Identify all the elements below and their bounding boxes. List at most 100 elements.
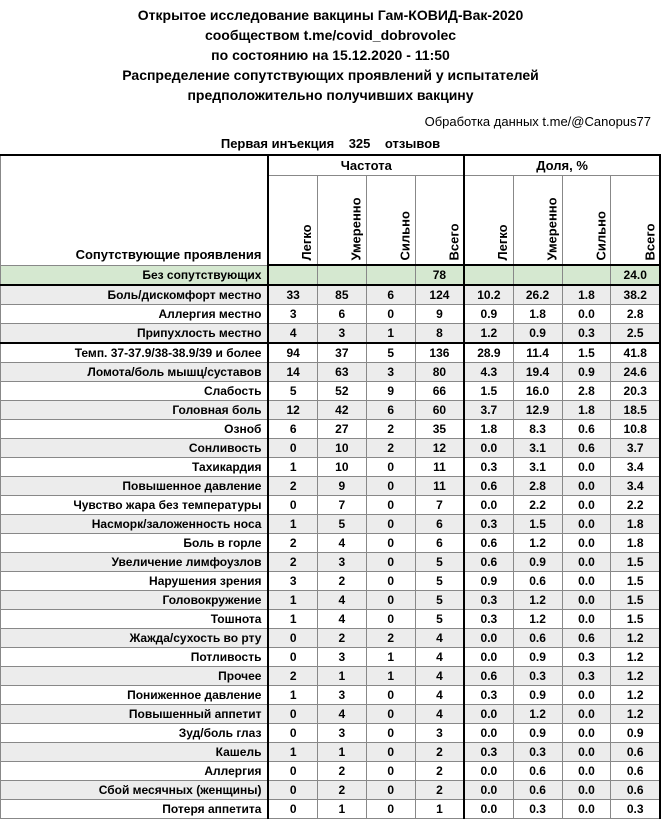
cell: 2: [317, 629, 366, 648]
cell: 0.0: [562, 705, 611, 724]
cell: 0.0: [464, 724, 513, 743]
cell: 1: [317, 667, 366, 686]
cell: 0.0: [464, 496, 513, 515]
cell: 1: [268, 743, 317, 762]
col-pct-strong: Сильно: [562, 176, 611, 266]
row-label: Жажда/сухость во рту: [1, 629, 269, 648]
row-label: Головокружение: [1, 591, 269, 610]
injection-subheader: Первая инъекция 325 отзывов: [0, 133, 661, 154]
table-row: Кашель11020.30.30.00.6: [1, 743, 661, 762]
cell: 0.6: [464, 553, 513, 572]
table-row: Озноб6272351.88.30.610.8: [1, 420, 661, 439]
cell: 0.6: [562, 439, 611, 458]
cell: 24.6: [611, 363, 660, 382]
table-row: Ломота/боль мышц/суставов14633804.319.40…: [1, 363, 661, 382]
cell: [464, 265, 513, 285]
cell: 2.5: [611, 324, 660, 344]
cell: 0: [268, 629, 317, 648]
cell: 4: [415, 705, 464, 724]
table-row: Потливость03140.00.90.31.2: [1, 648, 661, 667]
cell: 0.3: [562, 324, 611, 344]
table-row: Увеличение лимфоузлов23050.60.90.01.5: [1, 553, 661, 572]
cell: 5: [415, 572, 464, 591]
cell: 5: [415, 591, 464, 610]
cell: 0.0: [562, 686, 611, 705]
table-row: Потеря аппетита01010.00.30.00.3: [1, 800, 661, 819]
cell: [317, 265, 366, 285]
row-label: Припухлость местно: [1, 324, 269, 344]
table-row: Повышенное давление290110.62.80.03.4: [1, 477, 661, 496]
cell: 12: [268, 401, 317, 420]
cell: 2: [415, 743, 464, 762]
row-label: Темп. 37-37.9/38-38.9/39 и более: [1, 343, 269, 363]
table-row: Жажда/сухость во рту02240.00.60.61.2: [1, 629, 661, 648]
cell: 0.6: [464, 477, 513, 496]
cell: 0: [268, 648, 317, 667]
cell: 0.0: [562, 553, 611, 572]
cell: 6: [366, 401, 415, 420]
cell: 2.8: [513, 477, 562, 496]
title-line-2: сообществом t.me/covid_dobrovolec: [0, 25, 661, 45]
cell: 0: [366, 477, 415, 496]
cell: 6: [415, 534, 464, 553]
cell: 0: [366, 496, 415, 515]
cell: 0: [366, 458, 415, 477]
cell: 78: [415, 265, 464, 285]
table-row: Насморк/заложенность носа15060.31.50.01.…: [1, 515, 661, 534]
cell: 2: [317, 781, 366, 800]
cell: 3.4: [611, 477, 660, 496]
cell: 0.0: [562, 781, 611, 800]
cell: 0.3: [464, 686, 513, 705]
cell: 6: [317, 305, 366, 324]
cell: 0.9: [464, 305, 513, 324]
cell: 1.8: [562, 401, 611, 420]
cell: 0.9: [513, 553, 562, 572]
freq-group-header: Частота: [268, 155, 464, 176]
cell: 0: [366, 686, 415, 705]
table-row: Сбой месячных (женщины)02020.00.60.00.6: [1, 781, 661, 800]
cell: 6: [366, 285, 415, 305]
cell: 2: [415, 781, 464, 800]
table-row: Сонливость0102120.03.10.63.7: [1, 439, 661, 458]
cell: 12: [415, 439, 464, 458]
cell: 3.1: [513, 439, 562, 458]
cell: 80: [415, 363, 464, 382]
cell: 1: [366, 667, 415, 686]
cell: 20.3: [611, 382, 660, 401]
row-label: Боль/дискомфорт местно: [1, 285, 269, 305]
cell: 0.0: [562, 610, 611, 629]
cell: 3: [317, 324, 366, 344]
cell: 1.5: [611, 572, 660, 591]
cell: 1.8: [464, 420, 513, 439]
cell: 0.0: [464, 629, 513, 648]
cell: 6: [415, 515, 464, 534]
cell: 1.5: [611, 591, 660, 610]
cell: 0.0: [562, 800, 611, 819]
cell: 5: [415, 553, 464, 572]
cell: 9: [415, 305, 464, 324]
cell: 5: [415, 610, 464, 629]
cell: 2: [268, 534, 317, 553]
row-label: Кашель: [1, 743, 269, 762]
row-label: Пониженное давление: [1, 686, 269, 705]
cell: 0.6: [611, 781, 660, 800]
cell: 4: [268, 324, 317, 344]
row-label: Сонливость: [1, 439, 269, 458]
cell: 2: [415, 762, 464, 781]
cell: 66: [415, 382, 464, 401]
cell: 5: [366, 343, 415, 363]
sub-suffix: отзывов: [385, 136, 440, 151]
cell: 6: [268, 420, 317, 439]
cell: 0: [366, 553, 415, 572]
cell: 2: [366, 629, 415, 648]
col-pct-light: Легко: [464, 176, 513, 266]
data-processing-note: Обработка данных t.me/@Canopus77: [0, 110, 661, 133]
cell: 1.2: [611, 629, 660, 648]
cell: 1: [366, 648, 415, 667]
pct-group-header: Доля, %: [464, 155, 660, 176]
row-label: Насморк/заложенность носа: [1, 515, 269, 534]
cell: 0: [268, 762, 317, 781]
cell: 0.9: [513, 686, 562, 705]
cell: 4: [317, 610, 366, 629]
table-row: Прочее21140.60.30.31.2: [1, 667, 661, 686]
